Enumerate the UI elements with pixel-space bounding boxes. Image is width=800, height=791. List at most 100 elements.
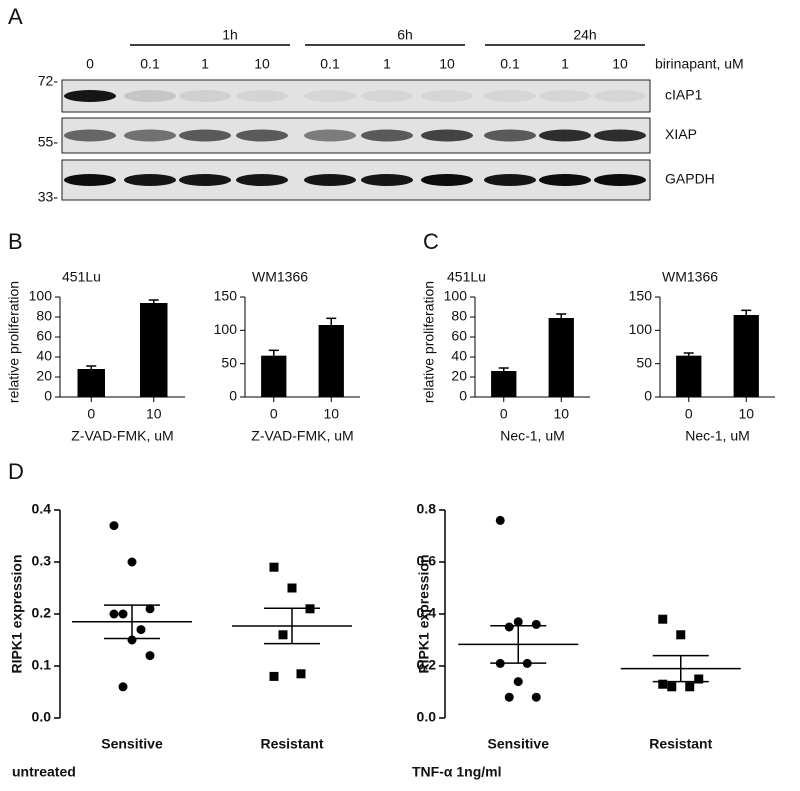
y-axis-label: relative proliferation	[421, 281, 437, 403]
point	[531, 692, 541, 702]
x-tick-label: Sensitive	[488, 736, 550, 752]
y-tick-label: 40	[451, 348, 467, 364]
x-tick-label: Resistant	[260, 736, 323, 752]
y-tick-label: 150	[629, 288, 653, 304]
y-tick-label: 0.6	[417, 553, 437, 569]
x-tick-label: 10	[323, 406, 339, 422]
point	[127, 557, 137, 567]
band	[236, 90, 288, 102]
y-axis-label: relative proliferation	[6, 281, 22, 403]
lane-label: 10	[612, 56, 628, 72]
group-label: 1h	[222, 27, 238, 43]
point	[278, 630, 288, 640]
bar	[261, 355, 287, 397]
note: TNF-α 1ng/ml	[412, 764, 502, 780]
x-tick-label: Resistant	[649, 736, 712, 752]
panel-label: A	[8, 4, 23, 29]
bar	[491, 371, 517, 397]
band	[421, 129, 473, 142]
y-tick-label: 60	[451, 328, 467, 344]
mw-marker: 33-	[38, 189, 59, 205]
y-tick-label: 150	[214, 288, 238, 304]
x-tick-label: 10	[146, 406, 162, 422]
y-tick-label: 0	[44, 388, 52, 404]
y-tick-label: 60	[36, 328, 52, 344]
point	[118, 682, 128, 692]
point	[667, 682, 677, 692]
x-tick-label: 10	[738, 406, 754, 422]
band	[484, 174, 536, 186]
lane-label: 10	[254, 56, 270, 72]
chart-title: 451Lu	[62, 269, 101, 285]
lane-label: 10	[439, 56, 455, 72]
chart-title: 451Lu	[447, 269, 486, 285]
band	[539, 90, 591, 102]
band	[124, 90, 176, 102]
x-axis-label: Nec-1, uM	[685, 428, 750, 444]
band	[361, 90, 413, 102]
x-tick-label: 0	[500, 406, 508, 422]
band	[304, 129, 356, 142]
row-label: GAPDH	[665, 171, 715, 187]
x-axis-label: Z-VAD-FMK, uM	[71, 428, 173, 444]
y-tick-label: 0.4	[417, 605, 437, 621]
y-tick-label: 0.2	[417, 657, 437, 673]
lane-label: 0	[86, 56, 94, 72]
mw-marker: 55-	[38, 134, 59, 150]
y-tick-label: 80	[451, 308, 467, 324]
band	[539, 129, 591, 142]
x-tick-label: 0	[685, 406, 693, 422]
band	[236, 129, 288, 142]
point	[118, 609, 128, 619]
y-tick-label: 0.4	[32, 501, 52, 517]
chart-title: WM1366	[662, 269, 718, 285]
point	[504, 692, 514, 702]
y-tick-label: 100	[29, 288, 53, 304]
x-tick-label: Sensitive	[101, 736, 163, 752]
point	[694, 674, 704, 684]
mw-marker: 72-	[38, 73, 59, 89]
band	[304, 90, 356, 102]
band	[421, 90, 473, 102]
point	[676, 630, 686, 640]
row-label: cIAP1	[665, 87, 703, 103]
point	[269, 671, 279, 681]
bar	[676, 355, 702, 397]
y-tick-label: 50	[221, 354, 237, 370]
y-tick-label: 0.0	[417, 709, 437, 725]
bar	[140, 303, 168, 397]
band	[594, 174, 646, 186]
y-tick-label: 0.3	[32, 553, 52, 569]
lane-label: 1	[561, 56, 569, 72]
y-tick-label: 100	[444, 288, 468, 304]
point	[296, 669, 306, 679]
band	[124, 174, 176, 186]
y-tick-label: 80	[36, 308, 52, 324]
y-tick-label: 0.0	[32, 709, 52, 725]
band	[594, 129, 646, 142]
point	[287, 583, 297, 593]
point	[658, 614, 668, 624]
y-axis-label: RIPK1 expression	[9, 554, 25, 673]
lane-label: 0.1	[500, 56, 520, 72]
y-tick-label: 100	[214, 321, 238, 337]
band	[124, 129, 176, 142]
band	[361, 174, 413, 186]
band	[64, 174, 116, 186]
lane-label: 1	[201, 56, 209, 72]
point	[531, 619, 541, 629]
point	[513, 677, 523, 687]
panel-label: C	[423, 229, 439, 254]
band	[484, 129, 536, 142]
band	[421, 174, 473, 186]
y-tick-label: 50	[636, 354, 652, 370]
band	[236, 174, 288, 186]
point	[504, 622, 514, 632]
row-label: XIAP	[665, 126, 697, 142]
bar	[77, 369, 105, 397]
bar	[318, 325, 344, 397]
lane-label: 0.1	[320, 56, 340, 72]
band	[179, 90, 231, 102]
point	[269, 562, 279, 572]
